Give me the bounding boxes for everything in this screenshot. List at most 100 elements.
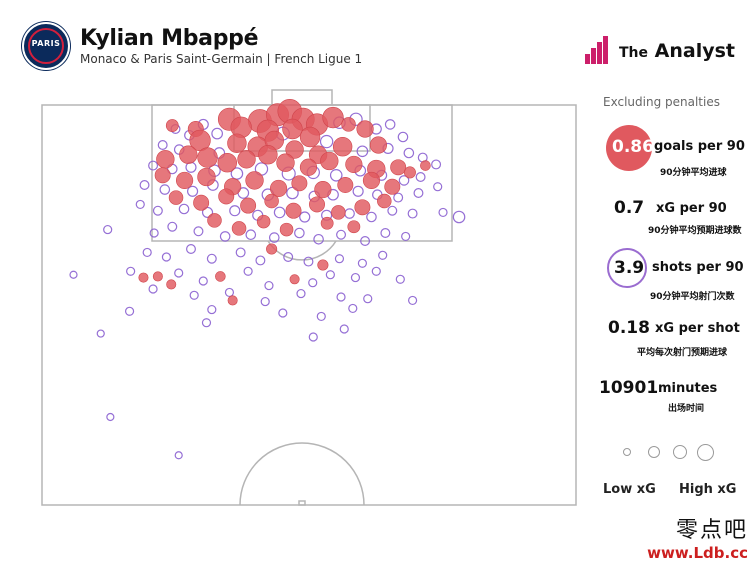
shot-point — [360, 236, 371, 246]
goal-point — [156, 150, 175, 169]
goal-point — [282, 118, 303, 140]
shot-point — [407, 208, 418, 219]
goal-point — [384, 178, 401, 195]
stat-label-cn: 90分钟平均进球 — [660, 168, 727, 178]
centre-circle-arc — [239, 442, 365, 506]
shot-point — [148, 284, 158, 294]
goal-point — [322, 106, 344, 129]
shot-point — [206, 253, 217, 264]
goal-point — [341, 117, 356, 132]
shot-point — [378, 250, 388, 260]
goal-point — [237, 150, 256, 169]
stat-label-cn: 90分钟平均射门次数 — [650, 292, 735, 302]
shot-point — [299, 211, 311, 223]
goal-point — [377, 193, 392, 209]
shot-point — [319, 134, 334, 149]
goal-point — [390, 159, 407, 176]
shot-point — [395, 274, 405, 284]
shot-point — [397, 131, 409, 143]
goal-point — [289, 274, 300, 285]
shot-point — [161, 252, 172, 262]
stat-value: 10901 — [599, 378, 659, 398]
stat-value: 0.7 — [614, 198, 645, 218]
pitch-lines — [41, 89, 577, 506]
brand-logo: The Analyst — [585, 36, 735, 68]
shot-point — [124, 306, 135, 316]
shot-point — [198, 276, 208, 286]
shot-point — [187, 185, 199, 197]
shot-point — [336, 229, 347, 240]
legend-high-label: High xG — [679, 482, 737, 497]
shot-point — [308, 278, 318, 288]
shot-point — [157, 140, 168, 150]
goal-point — [420, 160, 431, 171]
shot-point — [174, 451, 183, 460]
goal-point — [276, 153, 295, 172]
goal-point — [227, 133, 247, 153]
goal-point — [337, 177, 354, 193]
goal-point — [256, 214, 271, 229]
shot-point — [387, 205, 398, 216]
shot-point — [211, 127, 223, 140]
shot-point — [245, 229, 257, 241]
shot-point — [201, 318, 212, 328]
shot-point — [294, 227, 305, 239]
shot-point — [380, 228, 391, 238]
stat-label: shots per 90 — [652, 260, 744, 275]
shot-point — [433, 182, 443, 192]
shot-point — [325, 270, 335, 280]
shot-point — [384, 119, 396, 130]
goal-point — [309, 196, 325, 213]
legend-low-label: Low xG — [603, 482, 656, 497]
centre-spot — [298, 500, 306, 506]
analyst-bars-icon — [585, 36, 615, 66]
shot-point — [207, 304, 217, 315]
shot-point — [243, 266, 253, 276]
shot-point — [278, 308, 288, 318]
shots-badge: 3.9 — [607, 248, 647, 288]
shot-point — [126, 266, 136, 276]
goal-point — [227, 295, 238, 306]
shot-point — [352, 185, 364, 197]
shot-point — [193, 226, 204, 237]
shot-point — [103, 224, 113, 235]
shot-point — [296, 288, 306, 299]
shot-point — [135, 199, 145, 210]
goal-point — [332, 137, 353, 157]
shot-point — [264, 280, 274, 291]
goal-frame — [271, 89, 333, 106]
shot-point — [69, 270, 78, 279]
shot-point — [415, 172, 426, 182]
stat-label-cn: 90分钟平均预期进球数 — [648, 226, 742, 236]
goal-point — [314, 180, 332, 199]
goal-point — [356, 120, 374, 138]
penalty-arc — [267, 240, 337, 261]
goal-point — [245, 171, 264, 190]
shot-point — [413, 188, 424, 198]
shot-point — [366, 211, 377, 223]
legend-circle-large — [697, 444, 714, 461]
goal-point — [345, 155, 363, 174]
shot-point — [403, 147, 415, 159]
goal-point — [165, 119, 179, 132]
shot-point — [174, 268, 184, 278]
shot-point — [356, 145, 369, 158]
stat-label: xG per 90 — [656, 201, 727, 216]
goal-point — [175, 171, 194, 190]
shot-point — [398, 175, 410, 186]
stat-value: 0.18 — [608, 318, 650, 338]
goal-point — [193, 194, 210, 211]
goal-point — [331, 205, 346, 220]
goal-point — [317, 259, 329, 271]
shot-point — [348, 303, 358, 314]
shot-point — [148, 160, 159, 171]
shot-point — [371, 266, 381, 276]
stat-label: xG per shot — [655, 321, 740, 336]
crest-text: PARIS — [31, 39, 61, 48]
shot-point — [159, 184, 171, 195]
goal-point — [231, 221, 247, 236]
shot-point — [149, 228, 159, 238]
goal-point — [269, 179, 288, 198]
shot-point — [313, 233, 324, 245]
stat-label: goals per 90 — [654, 139, 745, 154]
